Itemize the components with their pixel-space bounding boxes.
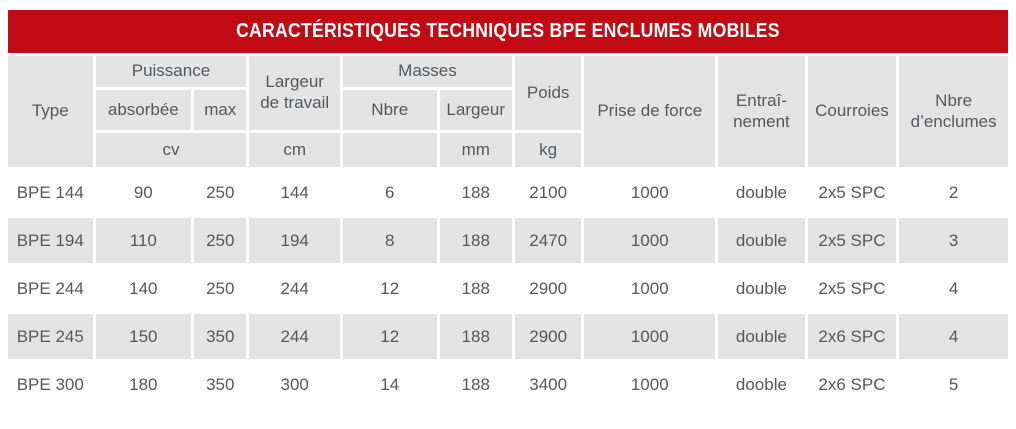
cell-prise-de-force: 1000 [584,218,716,263]
unit-mm: mm [439,133,512,167]
cell-masses-largeur: 188 [439,314,512,359]
cell-entrainement: double [718,218,805,263]
cell-poids: 2900 [514,266,582,311]
cell-nbre-enclumes: 4 [899,314,1008,359]
col-header-type: Type [8,56,93,167]
col-header-max: max [194,90,247,130]
cell-poids: 2100 [514,170,582,215]
cell-courroies: 2x6 SPC [807,314,897,359]
cell-masses-largeur: 188 [439,218,512,263]
cell-nbre-enclumes: 4 [899,266,1008,311]
cell-prise-de-force: 1000 [584,266,716,311]
cell-largeur-travail: 244 [249,266,340,311]
col-header-poids: Poids [514,56,582,130]
cell-poids: 2470 [514,218,582,263]
cell-masses-nbre: 12 [342,266,437,311]
cell-masses-largeur: 188 [439,170,512,215]
cell-masses-largeur: 188 [439,362,512,407]
cell-poids: 2900 [514,314,582,359]
cell-largeur-travail: 300 [249,362,340,407]
cell-max: 250 [194,266,247,311]
cell-largeur-travail: 244 [249,314,340,359]
cell-entrainement: double [718,266,805,311]
cell-prise-de-force: 1000 [584,314,716,359]
table-row: BPE 244 140 250 244 12 188 2900 1000 dou… [8,266,1008,311]
cell-largeur-travail: 144 [249,170,340,215]
cell-type: BPE 244 [8,266,93,311]
cell-max: 250 [194,170,247,215]
col-header-masses-nbre: Nbre [342,90,437,130]
col-header-masses: Masses [342,56,512,87]
table-row: BPE 144 90 250 144 6 188 2100 1000 doubl… [8,170,1008,215]
cell-absorbee: 140 [95,266,192,311]
col-header-absorbee: absorbée [95,90,192,130]
cell-prise-de-force: 1000 [584,170,716,215]
cell-masses-nbre: 8 [342,218,437,263]
cell-absorbee: 180 [95,362,192,407]
cell-masses-nbre: 12 [342,314,437,359]
cell-courroies: 2x5 SPC [807,218,897,263]
col-header-courroies: Courroies [807,56,897,167]
cell-nbre-enclumes: 3 [899,218,1008,263]
cell-entrainement: double [718,314,805,359]
cell-nbre-enclumes: 5 [899,362,1008,407]
cell-type: BPE 245 [8,314,93,359]
cell-courroies: 2x5 SPC [807,266,897,311]
cell-absorbee: 110 [95,218,192,263]
cell-largeur-travail: 194 [249,218,340,263]
col-header-masses-largeur: Largeur [439,90,512,130]
col-header-nbre-enclumes: Nbre d’enclumes [899,56,1008,167]
cell-type: BPE 194 [8,218,93,263]
col-header-prise-de-force: Prise de force [584,56,716,167]
cell-entrainement: double [718,170,805,215]
col-header-largeur-de-travail: Largeur de travail [249,56,340,130]
cell-type: BPE 144 [8,170,93,215]
table-title-text: CARACTÉRISTIQUES TECHNIQUES BPE ENCLUMES… [236,20,780,42]
table-row: BPE 300 180 350 300 14 188 3400 1000 doo… [8,362,1008,407]
spec-table: CARACTÉRISTIQUES TECHNIQUES BPE ENCLUMES… [5,7,1011,410]
cell-masses-nbre: 6 [342,170,437,215]
header-row-subcolumns: absorbée max Nbre Largeur [8,90,1008,130]
cell-absorbee: 150 [95,314,192,359]
unit-cv: cv [95,133,247,167]
cell-entrainement: dooble [718,362,805,407]
unit-kg: kg [514,133,582,167]
unit-nbre-empty [342,133,437,167]
header-row-groups: Type Puissance Largeur de travail Masses… [8,56,1008,167]
cell-masses-nbre: 14 [342,362,437,407]
cell-max: 350 [194,314,247,359]
cell-courroies: 2x5 SPC [807,170,897,215]
cell-nbre-enclumes: 2 [899,170,1008,215]
table-row: BPE 194 110 250 194 8 188 2470 1000 doub… [8,218,1008,263]
unit-cm: cm [249,133,340,167]
table-row: BPE 245 150 350 244 12 188 2900 1000 dou… [8,314,1008,359]
cell-max: 250 [194,218,247,263]
col-header-entrainement: Entraî- nement [718,56,805,167]
cell-masses-largeur: 188 [439,266,512,311]
title-row: CARACTÉRISTIQUES TECHNIQUES BPE ENCLUMES… [8,10,1008,53]
cell-courroies: 2x6 SPC [807,362,897,407]
cell-type: BPE 300 [8,362,93,407]
cell-prise-de-force: 1000 [584,362,716,407]
cell-poids: 3400 [514,362,582,407]
cell-max: 350 [194,362,247,407]
cell-absorbee: 90 [95,170,192,215]
header-row-units: cv cm mm kg [8,133,1008,167]
table-title: CARACTÉRISTIQUES TECHNIQUES BPE ENCLUMES… [8,10,1008,53]
col-header-puissance: Puissance [95,56,247,87]
page: CARACTÉRISTIQUES TECHNIQUES BPE ENCLUMES… [5,7,1011,410]
